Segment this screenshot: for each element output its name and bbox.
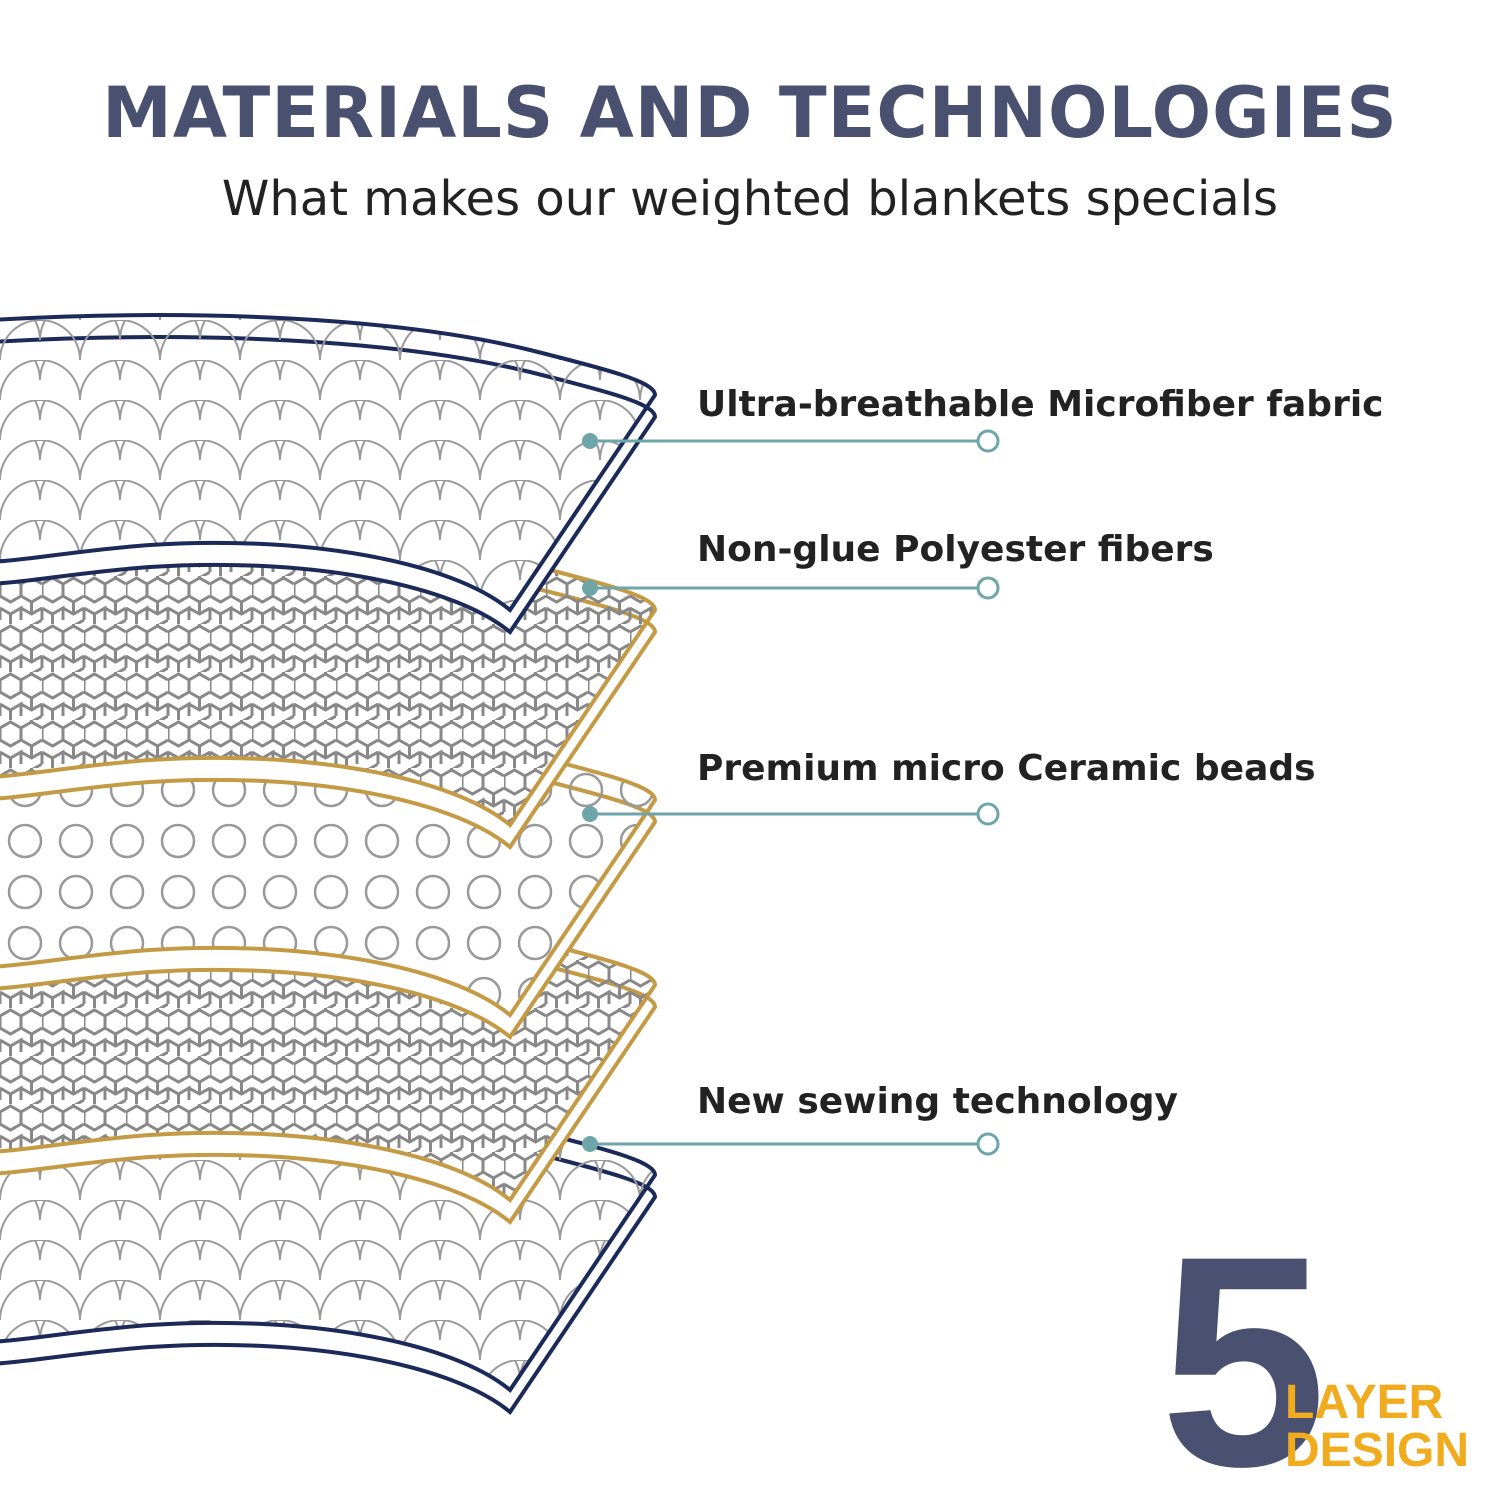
layer-face bbox=[0, 313, 658, 613]
title: MATERIALS AND TECHNOLOGIES bbox=[102, 72, 1398, 154]
badge-line2: DESIGN bbox=[1285, 1424, 1469, 1477]
badge-line1: LAYER bbox=[1285, 1376, 1443, 1429]
layer-label: New sewing technology bbox=[697, 1081, 1178, 1122]
layer-stack bbox=[0, 313, 658, 1415]
connector-dot bbox=[582, 580, 598, 596]
connector-end bbox=[976, 429, 1000, 453]
connector-dot bbox=[582, 1136, 598, 1152]
connector-dot bbox=[582, 433, 598, 449]
connector-end bbox=[976, 1132, 1000, 1156]
connector-end bbox=[976, 802, 1000, 826]
connector-dot bbox=[582, 806, 598, 822]
layer-label: Non-glue Polyester fibers bbox=[697, 529, 1214, 570]
subtitle: What makes our weighted blankets special… bbox=[222, 171, 1278, 227]
callouts: Ultra-breathable Microfiber fabric Non-gl… bbox=[582, 384, 1384, 1156]
connector-end bbox=[976, 576, 1000, 600]
layer-label: Premium micro Ceramic beads bbox=[697, 748, 1316, 789]
layer-label: Ultra-breathable Microfiber fabric bbox=[697, 384, 1384, 425]
badge-number: 5 bbox=[1160, 1193, 1327, 1500]
